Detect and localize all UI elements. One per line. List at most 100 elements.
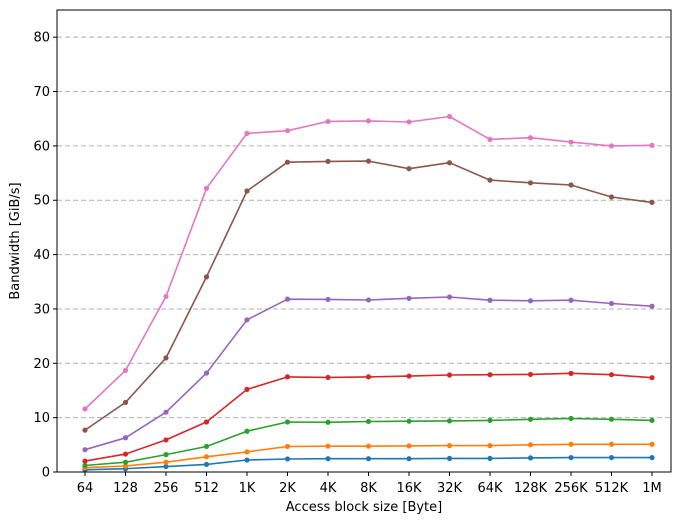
data-point — [406, 119, 412, 125]
data-point — [527, 298, 534, 304]
data-point — [608, 454, 615, 461]
data-point — [325, 118, 331, 125]
data-point — [203, 461, 210, 467]
data-point — [163, 293, 169, 300]
data-point — [244, 449, 250, 455]
data-point — [487, 372, 493, 378]
data-point — [82, 462, 88, 469]
data-point — [406, 373, 412, 379]
data-point — [608, 143, 615, 149]
data-point — [446, 160, 453, 166]
data-point — [325, 443, 331, 449]
data-point — [487, 443, 493, 449]
data-point — [82, 447, 88, 453]
x-tick-label: 1K — [239, 481, 256, 496]
y-tick-label: 50 — [33, 194, 50, 209]
data-point — [649, 454, 655, 461]
data-point — [203, 370, 210, 376]
data-point — [203, 443, 210, 450]
y-tick-label: 20 — [33, 357, 50, 372]
y-tick-label: 10 — [33, 411, 50, 426]
data-point — [649, 375, 655, 381]
data-point — [82, 427, 88, 433]
data-point — [203, 454, 210, 460]
data-point — [284, 443, 291, 450]
data-point — [163, 409, 169, 415]
data-point — [527, 180, 534, 186]
data-point — [568, 370, 574, 376]
data-point — [365, 297, 372, 303]
x-tick-label: 1M — [642, 481, 662, 496]
data-point — [446, 294, 453, 300]
data-point — [568, 454, 574, 461]
data-point — [163, 459, 169, 465]
data-point — [487, 177, 493, 183]
data-point — [527, 135, 534, 141]
data-point — [608, 416, 615, 422]
plot-frame — [56, 9, 672, 473]
series — [82, 158, 655, 433]
data-point — [244, 386, 250, 392]
data-point — [608, 372, 615, 378]
data-point — [365, 374, 372, 380]
data-point — [244, 188, 250, 194]
data-point — [568, 415, 574, 422]
y-tick-label: 70 — [33, 85, 50, 100]
data-point — [649, 417, 655, 423]
data-point — [487, 417, 493, 423]
data-point — [568, 441, 574, 447]
data-point — [203, 419, 210, 425]
data-point — [163, 452, 169, 458]
data-point — [649, 199, 655, 206]
data-point — [244, 317, 250, 323]
data-point — [406, 456, 412, 462]
data-point — [568, 297, 574, 303]
x-tick-label: 8K — [360, 481, 377, 496]
data-point — [608, 441, 615, 447]
data-point — [325, 374, 331, 381]
y-tick-label: 30 — [33, 302, 50, 317]
series — [82, 370, 655, 464]
data-point — [284, 374, 291, 380]
x-tick-label: 2K — [279, 481, 296, 496]
data-point — [446, 443, 453, 449]
y-axis-label: Bandwidth [GiB/s] — [8, 182, 23, 299]
data-point — [284, 128, 291, 134]
data-point — [284, 456, 291, 462]
data-point — [527, 416, 534, 422]
x-tick-label: 32K — [437, 481, 463, 496]
data-point — [325, 158, 331, 164]
data-point — [82, 406, 88, 412]
data-point — [244, 130, 250, 136]
data-point — [163, 437, 169, 443]
x-tick-label: 64 — [77, 481, 94, 496]
data-point — [163, 355, 169, 361]
data-point — [446, 372, 453, 378]
data-point — [649, 142, 655, 148]
tick-layer: 0 10 20 30 40 50 60 70 80 64 128 256 512 1K 2K 4K 8K 16K 3… — [33, 31, 661, 496]
data-point — [487, 136, 493, 142]
data-point — [446, 455, 453, 462]
x-tick-label: 128 — [113, 481, 138, 496]
data-point — [365, 118, 372, 124]
data-point — [122, 451, 129, 457]
data-point — [649, 303, 655, 309]
data-point — [365, 158, 372, 164]
series-line — [84, 160, 653, 431]
data-point — [163, 463, 169, 470]
data-point — [284, 159, 291, 165]
y-tick-label: 60 — [33, 139, 50, 154]
x-tick-label: 16K — [396, 481, 422, 496]
data-point — [649, 441, 655, 447]
y-tick-label: 0 — [42, 466, 50, 481]
data-point — [446, 418, 453, 424]
data-point — [122, 463, 129, 469]
x-tick-label: 512 — [194, 481, 219, 496]
x-tick-label: 64K — [477, 481, 503, 496]
x-tick-label: 4K — [320, 481, 337, 496]
data-point — [527, 442, 534, 448]
data-point — [406, 443, 412, 449]
series — [82, 415, 655, 469]
data-point — [203, 185, 210, 191]
